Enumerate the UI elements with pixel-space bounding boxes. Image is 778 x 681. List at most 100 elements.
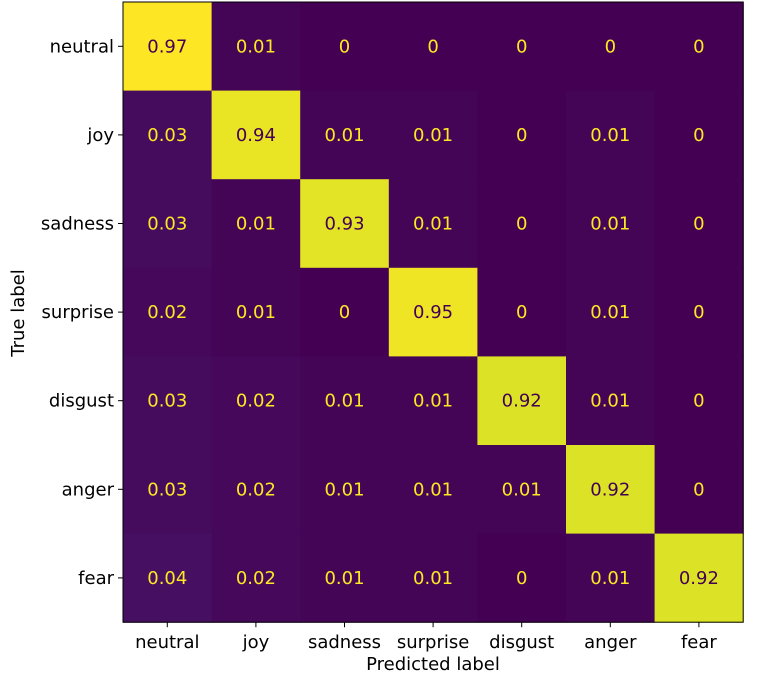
cell-value-label: 0.02 <box>236 391 276 412</box>
heatmap-cell <box>654 90 744 180</box>
cell-value-label: 0.03 <box>147 391 187 412</box>
cell-value-label: 0 <box>693 125 704 146</box>
x-tick-label: surprise <box>397 632 469 653</box>
y-tick-label: disgust <box>49 391 114 412</box>
cell-value-label: 0 <box>693 214 704 235</box>
heatmap-cell <box>123 267 213 357</box>
cell-value-label: 0.02 <box>236 568 276 589</box>
cell-value-label: 0.01 <box>413 214 453 235</box>
cell-value-label: 0 <box>516 302 527 323</box>
heatmap-cell <box>211 356 301 446</box>
cell-value-label: 0.92 <box>590 479 630 500</box>
heatmap-cell <box>211 179 301 269</box>
heatmap-cells <box>123 2 744 623</box>
heatmap-cell <box>211 445 301 535</box>
heatmap-cell <box>566 2 656 92</box>
heatmap-cell <box>388 267 478 357</box>
heatmap-cell <box>300 356 390 446</box>
cell-value-label: 0 <box>693 479 704 500</box>
cell-value-label: 0.01 <box>236 214 276 235</box>
y-axis-label: True label <box>8 269 29 358</box>
cell-value-label: 0.95 <box>413 302 453 323</box>
cell-value-label: 0.01 <box>590 214 630 235</box>
heatmap-cell <box>300 90 390 180</box>
heatmap-cell <box>477 2 567 92</box>
cell-value-label: 0 <box>339 302 350 323</box>
y-tick-label: neutral <box>50 36 114 57</box>
cell-value-label: 0.03 <box>147 214 187 235</box>
cell-value-label: 0.01 <box>324 479 364 500</box>
heatmap-cell <box>300 179 390 269</box>
heatmap-cell <box>477 179 567 269</box>
cell-value-label: 0.01 <box>324 125 364 146</box>
heatmap-cell <box>654 179 744 269</box>
cell-value-label: 0.01 <box>590 125 630 146</box>
y-tick-label: joy <box>86 125 114 146</box>
heatmap-cell <box>388 533 478 623</box>
cell-value-label: 0 <box>693 302 704 323</box>
cell-value-label: 0.02 <box>147 302 187 323</box>
cell-value-label: 0.01 <box>324 391 364 412</box>
heatmap-cell <box>477 267 567 357</box>
cell-value-label: 0 <box>516 36 527 57</box>
x-tick-label: fear <box>681 632 717 653</box>
heatmap-cell <box>388 356 478 446</box>
cell-value-label: 0.04 <box>147 568 187 589</box>
y-tick-label: sadness <box>41 214 114 235</box>
x-axis-ticks: neutral joy sadness surprise disgust anger fea… <box>135 622 717 653</box>
cell-value-label: 0.02 <box>236 479 276 500</box>
heatmap-cell <box>477 90 567 180</box>
heatmap-cell <box>211 2 301 92</box>
cell-value-labels: 0.97 0.01 0 0 0 0 0 0.03 0.94 0.01 0.01 0 0.01 0 0.03 0… <box>147 36 719 589</box>
heatmap-cell <box>477 533 567 623</box>
heatmap-cell <box>123 445 213 535</box>
cell-value-label: 0.97 <box>147 36 187 57</box>
cell-value-label: 0 <box>339 36 350 57</box>
cell-value-label: 0 <box>427 36 438 57</box>
heatmap-cell <box>388 2 478 92</box>
cell-value-label: 0.01 <box>236 36 276 57</box>
heatmap-cell <box>123 356 213 446</box>
cell-value-label: 0 <box>516 125 527 146</box>
heatmap-cell <box>566 90 656 180</box>
heatmap-cell <box>654 445 744 535</box>
cell-value-label: 0 <box>605 36 616 57</box>
cell-value-label: 0 <box>693 36 704 57</box>
heatmap-cell <box>211 533 301 623</box>
cell-value-label: 0.03 <box>147 479 187 500</box>
heatmap-cell <box>123 2 213 92</box>
cell-value-label: 0.92 <box>679 568 719 589</box>
cell-value-label: 0.94 <box>236 125 276 146</box>
heatmap-cell <box>388 445 478 535</box>
heatmap-cell <box>566 179 656 269</box>
heatmap-cell <box>566 356 656 446</box>
cell-value-label: 0.01 <box>590 568 630 589</box>
cell-value-label: 0 <box>693 391 704 412</box>
heatmap-cell <box>300 445 390 535</box>
heatmap-cell <box>566 533 656 623</box>
x-tick-label: neutral <box>135 632 199 653</box>
cell-value-label: 0.01 <box>502 479 542 500</box>
cell-value-label: 0.01 <box>413 479 453 500</box>
heatmap-cell <box>566 445 656 535</box>
cell-value-label: 0.03 <box>147 125 187 146</box>
heatmap-cell <box>123 533 213 623</box>
heatmap-cell <box>300 533 390 623</box>
cell-value-label: 0.01 <box>236 302 276 323</box>
heatmap-cell <box>477 445 567 535</box>
cell-value-label: 0.01 <box>324 568 364 589</box>
heatmap-cell <box>477 356 567 446</box>
cell-value-label: 0 <box>516 214 527 235</box>
heatmap-cell <box>566 267 656 357</box>
heatmap-cell <box>123 179 213 269</box>
heatmap-cell <box>211 90 301 180</box>
cell-value-label: 0.01 <box>413 125 453 146</box>
heatmap-cell <box>654 267 744 357</box>
heatmap-cell <box>654 356 744 446</box>
cell-value-label: 0.01 <box>413 391 453 412</box>
cell-value-label: 0.92 <box>502 391 542 412</box>
y-tick-label: fear <box>78 568 114 589</box>
heatmap-cell <box>211 267 301 357</box>
cell-value-label: 0.01 <box>413 568 453 589</box>
